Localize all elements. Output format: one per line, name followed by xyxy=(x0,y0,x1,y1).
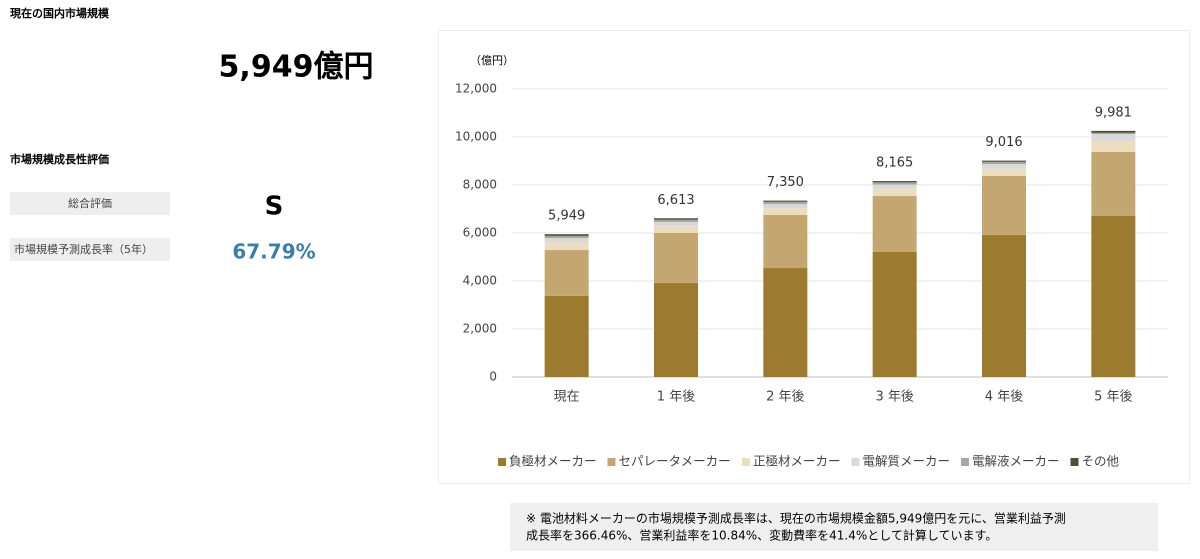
bar-segment xyxy=(1091,134,1136,141)
total-label: 8,165 xyxy=(876,156,913,171)
bar-segment xyxy=(544,250,589,296)
y-axis-label: （億円） xyxy=(470,54,514,67)
bar-segment xyxy=(872,182,917,185)
bar-segment xyxy=(544,242,589,251)
bar-segment xyxy=(763,215,808,269)
bar-segment xyxy=(1091,140,1136,152)
x-tick-label: 2 年後 xyxy=(766,390,804,405)
y-tick-label: 4,000 xyxy=(463,274,497,288)
bar-segment xyxy=(654,219,698,222)
y-tick-label: 0 xyxy=(489,370,497,384)
legend-swatch xyxy=(851,458,860,466)
bar-segment xyxy=(1091,152,1136,216)
bar-segment xyxy=(654,221,698,227)
x-tick-label: 1 年後 xyxy=(657,390,695,405)
x-tick-label: 3 年後 xyxy=(875,390,913,405)
bar-segment xyxy=(982,164,1026,169)
bar-segment xyxy=(544,238,589,243)
bar-segment xyxy=(544,295,589,377)
bar-segment xyxy=(872,196,917,252)
legend-label: 電解質メーカー xyxy=(863,454,951,469)
y-tick-label: 6,000 xyxy=(463,226,497,240)
bar-segment xyxy=(763,201,808,204)
total-label: 6,613 xyxy=(657,193,694,208)
bar-segment xyxy=(872,181,917,183)
rating: S xyxy=(265,192,284,222)
legend-label: セパレータメーカー xyxy=(619,454,731,469)
total-label: 7,350 xyxy=(767,175,804,190)
legend-swatch xyxy=(498,458,506,466)
bar-segment xyxy=(872,184,917,189)
bar-segment xyxy=(654,233,698,283)
legend-swatch xyxy=(742,458,750,466)
y-tick-label: 2,000 xyxy=(463,322,497,336)
bar-segment xyxy=(982,168,1026,176)
note-line: 成長率を366.46%、営業利益率を10.84%、変動費率を41.4%として計算… xyxy=(526,528,997,543)
bar-segment xyxy=(982,160,1026,162)
bar-segment xyxy=(763,268,808,377)
y-tick-label: 10,000 xyxy=(455,130,497,144)
bar-segment xyxy=(763,208,808,215)
total-label: 9,981 xyxy=(1095,105,1132,120)
x-tick-label: 4 年後 xyxy=(985,390,1023,405)
bar-segment xyxy=(654,226,698,233)
legend-label: 負極材メーカー xyxy=(509,454,597,469)
label-box xyxy=(10,238,170,261)
x-tick-label: 現在 xyxy=(554,390,580,405)
legend-label: 電解液メーカー xyxy=(972,454,1060,469)
note-box xyxy=(510,503,1158,551)
bar-segment xyxy=(763,200,808,202)
bar-segment xyxy=(654,282,698,377)
bar-segment xyxy=(1091,132,1136,134)
bar-segment xyxy=(1091,130,1136,133)
label-box xyxy=(10,192,170,215)
total-label: 5,949 xyxy=(548,209,585,224)
y-tick-label: 8,000 xyxy=(463,178,497,192)
note-line: ※ 電池材料メーカーの市場規模予測成長率は、現在の市場規模金額5,949億円を元… xyxy=(526,511,1066,526)
x-tick-label: 5 年後 xyxy=(1094,390,1132,405)
y-tick-label: 12,000 xyxy=(455,82,497,96)
bar-segment xyxy=(872,188,917,197)
bar-segment xyxy=(982,161,1026,164)
legend-label: 正極材メーカー xyxy=(753,454,841,469)
total-label: 9,016 xyxy=(985,135,1022,150)
bar-segment xyxy=(1091,215,1136,377)
bar-segment xyxy=(544,234,589,236)
section-title: 市場規模成長性評価 xyxy=(10,152,109,166)
legend-swatch xyxy=(1070,458,1079,466)
legend-swatch xyxy=(961,458,969,466)
growth-rate: 67.79% xyxy=(232,240,315,264)
label: 総合評価 xyxy=(68,196,112,210)
label: 市場規模予測成長率（5年） xyxy=(14,242,153,256)
bar-segment xyxy=(982,176,1026,235)
market-size: 5,949億円 xyxy=(219,50,374,85)
section-title: 現在の国内市場規模 xyxy=(10,6,110,20)
bar-segment xyxy=(654,218,698,220)
bar-segment xyxy=(763,203,808,209)
legend-label: その他 xyxy=(1082,454,1120,469)
legend-swatch xyxy=(607,458,616,466)
bar-segment xyxy=(544,235,589,239)
bar-segment xyxy=(872,251,917,377)
bar-segment xyxy=(982,234,1026,377)
